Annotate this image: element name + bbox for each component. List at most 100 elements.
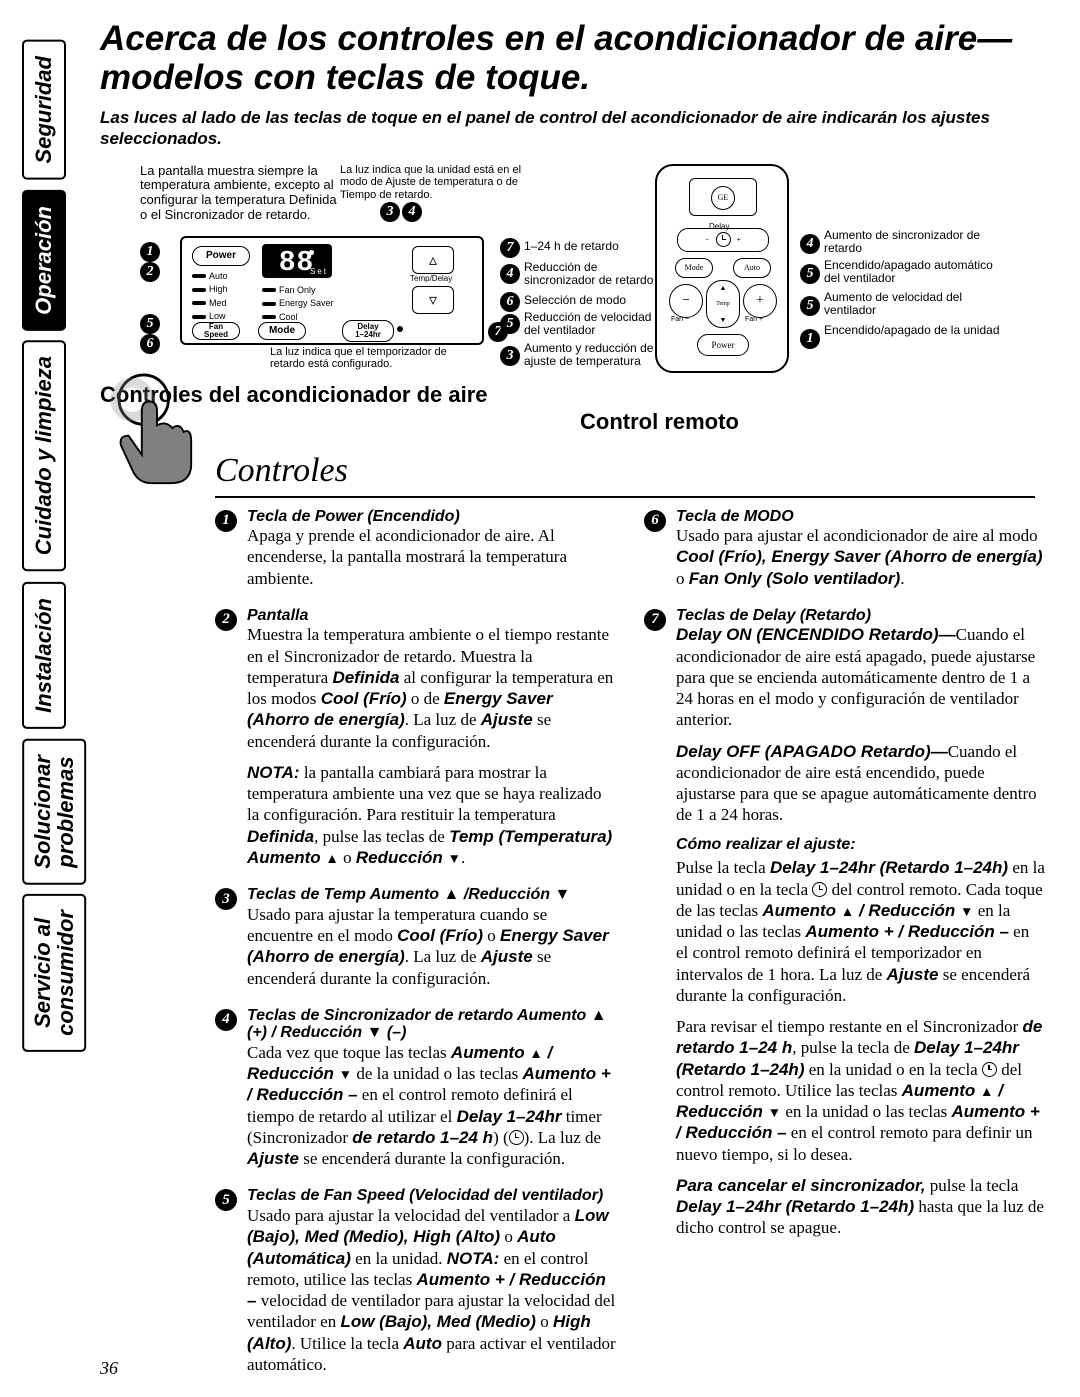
remote-delay-label: Delay	[709, 222, 729, 231]
page-subtitle: Las luces al lado de las teclas de toque…	[100, 107, 1060, 150]
list-column-right: 6 Tecla de MODOUsado para ajustar el acon…	[644, 508, 1045, 1394]
list-item-head: Tecla de Power (Encendido)	[247, 508, 616, 526]
remote-control: GE −+ Delay Mode Auto − ▲Temp▼ + Fan − F…	[655, 164, 789, 373]
list-item-head: Teclas de Sincronizador de retardo Aumen…	[247, 1007, 616, 1042]
led-energysaver: Energy Saver	[262, 297, 334, 311]
tab-seguridad[interactable]: Seguridad	[22, 40, 66, 180]
mid-4: 4	[500, 264, 520, 284]
r-5b: 5	[800, 296, 820, 316]
list-item-number: 1	[215, 510, 237, 532]
list-item-body: Teclas de Fan Speed (Velocidad del venti…	[247, 1187, 616, 1375]
list-item-body: Tecla de Power (Encendido)Apaga y prende…	[247, 508, 616, 589]
temp-down-button[interactable]: ▿	[412, 286, 454, 314]
label-enc-apag-auto: Encendido/apagado automático del ventila…	[824, 259, 1004, 285]
list-item-number: 5	[215, 1189, 237, 1211]
list-item-number: 4	[215, 1009, 237, 1031]
temp-up-button[interactable]: ▵	[412, 246, 454, 274]
remote-auto-button[interactable]: Auto	[733, 258, 771, 278]
list-item: 5 Teclas de Fan Speed (Velocidad del vent…	[215, 1187, 616, 1375]
set-light-icon	[309, 250, 314, 255]
callout-4a: 4	[402, 202, 422, 222]
list-item-number: 6	[644, 510, 666, 532]
list-item-text: Delay ON (ENCENDIDO Retardo)—Cuando el a…	[676, 624, 1045, 730]
ge-logo-icon: GE	[711, 186, 735, 210]
list-item: 1 Tecla de Power (Encendido)Apaga y prend…	[215, 508, 616, 589]
list-item-body: Tecla de MODOUsado para ajustar el acond…	[676, 508, 1045, 589]
list-item-head: Pantalla	[247, 607, 616, 625]
label-sel-modo: Selección de modo	[524, 294, 654, 307]
fan-speed-button[interactable]: Fan Speed	[192, 322, 240, 340]
list-item-body: Teclas de Delay (Retardo)Delay ON (ENCEN…	[676, 607, 1045, 1239]
list-item-subtext2: Para revisar el tiempo restante en el Si…	[676, 1016, 1045, 1165]
list-item-body: PantallaMuestra la temperatura ambiente …	[247, 607, 616, 868]
list-column-left: 1 Tecla de Power (Encendido)Apaga y prend…	[215, 508, 616, 1394]
list-item-text: Cada vez que toque las teclas Aumento / …	[247, 1042, 616, 1170]
power-button[interactable]: Power	[192, 246, 250, 266]
label-aum-sinc: Aumento de sincronizador de retardo	[824, 229, 1004, 255]
list-item: 4 Teclas de Sincronizador de retardo Aume…	[215, 1007, 616, 1170]
list-item: 3 Teclas de Temp Aumento ▲ /Reducción ▼Us…	[215, 886, 616, 989]
list-item-head: Teclas de Fan Speed (Velocidad del venti…	[247, 1187, 616, 1205]
label-1-24h: 1–24 h de retardo	[524, 240, 644, 253]
remote-mode-button[interactable]: Mode	[675, 258, 713, 278]
callout-1: 1	[140, 242, 160, 262]
led-med: Med	[192, 297, 228, 311]
label-red-sinc: Reducción de sincronizador de retardo	[524, 261, 654, 287]
list-item-body: Teclas de Sincronizador de retardo Aumen…	[247, 1007, 616, 1170]
page-title: Acerca de los controles en el acondicion…	[100, 20, 1060, 97]
mid-3: 3	[500, 346, 520, 366]
note-set-light: La luz indica que la unidad está en el m…	[340, 164, 550, 202]
list-item-text: Muestra la temperatura ambiente o el tie…	[247, 624, 616, 752]
list-item-head: Teclas de Delay (Retardo)	[676, 607, 1045, 625]
led-high: High	[192, 283, 228, 297]
tab-operacion[interactable]: Operación	[22, 190, 66, 331]
remote-fan-minus[interactable]: −	[669, 284, 703, 318]
callout-2: 2	[140, 262, 160, 282]
list-item-text: Usado para ajustar el acondicionador de …	[676, 525, 1045, 589]
list-item-text2: Delay OFF (APAGADO Retardo)—Cuando el ac…	[676, 741, 1045, 826]
list-item-text: Usado para ajustar la temperatura cuando…	[247, 904, 616, 989]
remote-delay-row[interactable]: −+	[677, 228, 769, 252]
label-aum-red-temp: Aumento y reducción de ajuste de tempera…	[524, 342, 664, 368]
label-enc-apag-unidad: Encendido/apagado de la unidad	[824, 324, 1004, 337]
delay-button[interactable]: Delay 1–24hr	[342, 320, 394, 342]
tab-solucionar[interactable]: Solucionar problemas	[22, 739, 86, 885]
tab-instalacion[interactable]: Instalación	[22, 582, 66, 729]
list-item-head: Teclas de Temp Aumento ▲ /Reducción ▼	[247, 886, 616, 904]
remote-temp-buttons[interactable]: ▲Temp▼	[706, 280, 740, 328]
note-delay-light: La luz indica que el temporizador de ret…	[270, 346, 450, 371]
diagram-area: La pantalla muestra siempre la temperatu…	[100, 164, 1050, 444]
remote-fan-minus-label: Fan −	[671, 316, 689, 323]
mid-6: 6	[500, 292, 520, 312]
delay-light-icon	[397, 326, 403, 332]
r-5a: 5	[800, 264, 820, 284]
callout-5: 5	[140, 314, 160, 334]
mode-button[interactable]: Mode	[258, 322, 306, 340]
tab-cuidado[interactable]: Cuidado y limpieza	[22, 340, 66, 571]
heading-controles: Controles	[215, 452, 1060, 490]
page-number: 36	[100, 1358, 118, 1379]
remote-fan-plus[interactable]: +	[743, 284, 777, 318]
tab-servicio[interactable]: Servicio al consumidor	[22, 894, 86, 1052]
list-item-number: 7	[644, 609, 666, 631]
list-item-body: Teclas de Temp Aumento ▲ /Reducción ▼Usa…	[247, 886, 616, 989]
temp-delay-label: Temp/Delay	[410, 274, 452, 283]
control-panel: Power 88 Set Auto High Med Low Fan Only …	[180, 236, 484, 345]
list-item: 7 Teclas de Delay (Retardo)Delay ON (ENCE…	[644, 607, 1045, 1239]
label-aum-vel: Aumento de velocidad del ventilador	[824, 291, 1004, 317]
r-4: 4	[800, 234, 820, 254]
led-auto: Auto	[192, 270, 228, 284]
remote-power-button[interactable]: Power	[697, 334, 749, 356]
list-item: 6 Tecla de MODOUsado para ajustar el acon…	[644, 508, 1045, 589]
display-set-label: Set	[310, 267, 328, 276]
heading-control-remoto: Control remoto	[580, 409, 739, 435]
sidebar-tabs: Seguridad Operación Cuidado y limpieza I…	[22, 40, 80, 1062]
list-item-head: Tecla de MODO	[676, 508, 1045, 526]
list-item-number: 2	[215, 609, 237, 631]
list-item-text: Usado para ajustar la velocidad del vent…	[247, 1205, 616, 1375]
list-item-number: 3	[215, 888, 237, 910]
list-item-subtext: Pulse la tecla Delay 1–24hr (Retardo 1–2…	[676, 857, 1045, 1006]
callout-3a: 3	[380, 202, 400, 222]
callout-6: 6	[140, 334, 160, 354]
mid-7: 7	[500, 238, 520, 258]
